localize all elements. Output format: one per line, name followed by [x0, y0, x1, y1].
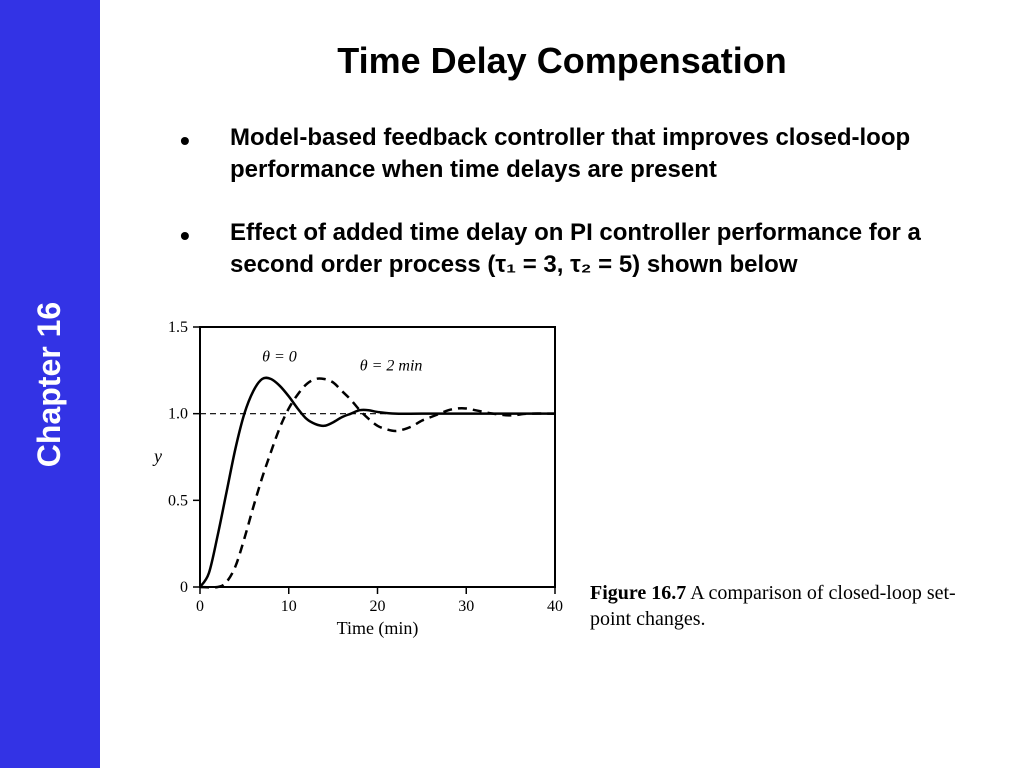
svg-text:20: 20: [370, 598, 386, 615]
response-chart: 0 10 20 30 40 0 0.5 1.0 1.5 Time (min) y θ = 0 θ = 2…: [140, 312, 570, 642]
bullet-item: Model-based feedback controller that imp…: [180, 122, 984, 187]
slide-content: Time Delay Compensation Model-based feed…: [100, 0, 1024, 768]
caption-prefix: Figure 16.7: [590, 582, 686, 604]
svg-text:Time (min): Time (min): [337, 618, 419, 639]
svg-text:θ = 2 min: θ = 2 min: [360, 357, 423, 374]
slide-title: Time Delay Compensation: [140, 40, 984, 82]
svg-text:40: 40: [547, 598, 563, 615]
svg-text:30: 30: [458, 598, 474, 615]
figure-caption: Figure 16.7 A comparison of closed-loop …: [590, 580, 984, 642]
svg-text:1.0: 1.0: [168, 405, 188, 422]
bullet-item: Effect of added time delay on PI control…: [180, 217, 984, 282]
svg-text:0.5: 0.5: [168, 492, 188, 509]
bullet-list: Model-based feedback controller that imp…: [140, 122, 984, 282]
svg-text:1.5: 1.5: [168, 319, 188, 336]
figure-area: 0 10 20 30 40 0 0.5 1.0 1.5 Time (min) y θ = 0 θ = 2…: [140, 312, 984, 642]
svg-text:10: 10: [281, 598, 297, 615]
svg-text:θ = 0: θ = 0: [262, 348, 297, 365]
svg-text:0: 0: [180, 579, 188, 596]
svg-text:0: 0: [196, 598, 204, 615]
chapter-label: Chapter 16: [32, 301, 69, 466]
chapter-sidebar: Chapter 16: [0, 0, 100, 768]
svg-text:y: y: [152, 446, 162, 466]
